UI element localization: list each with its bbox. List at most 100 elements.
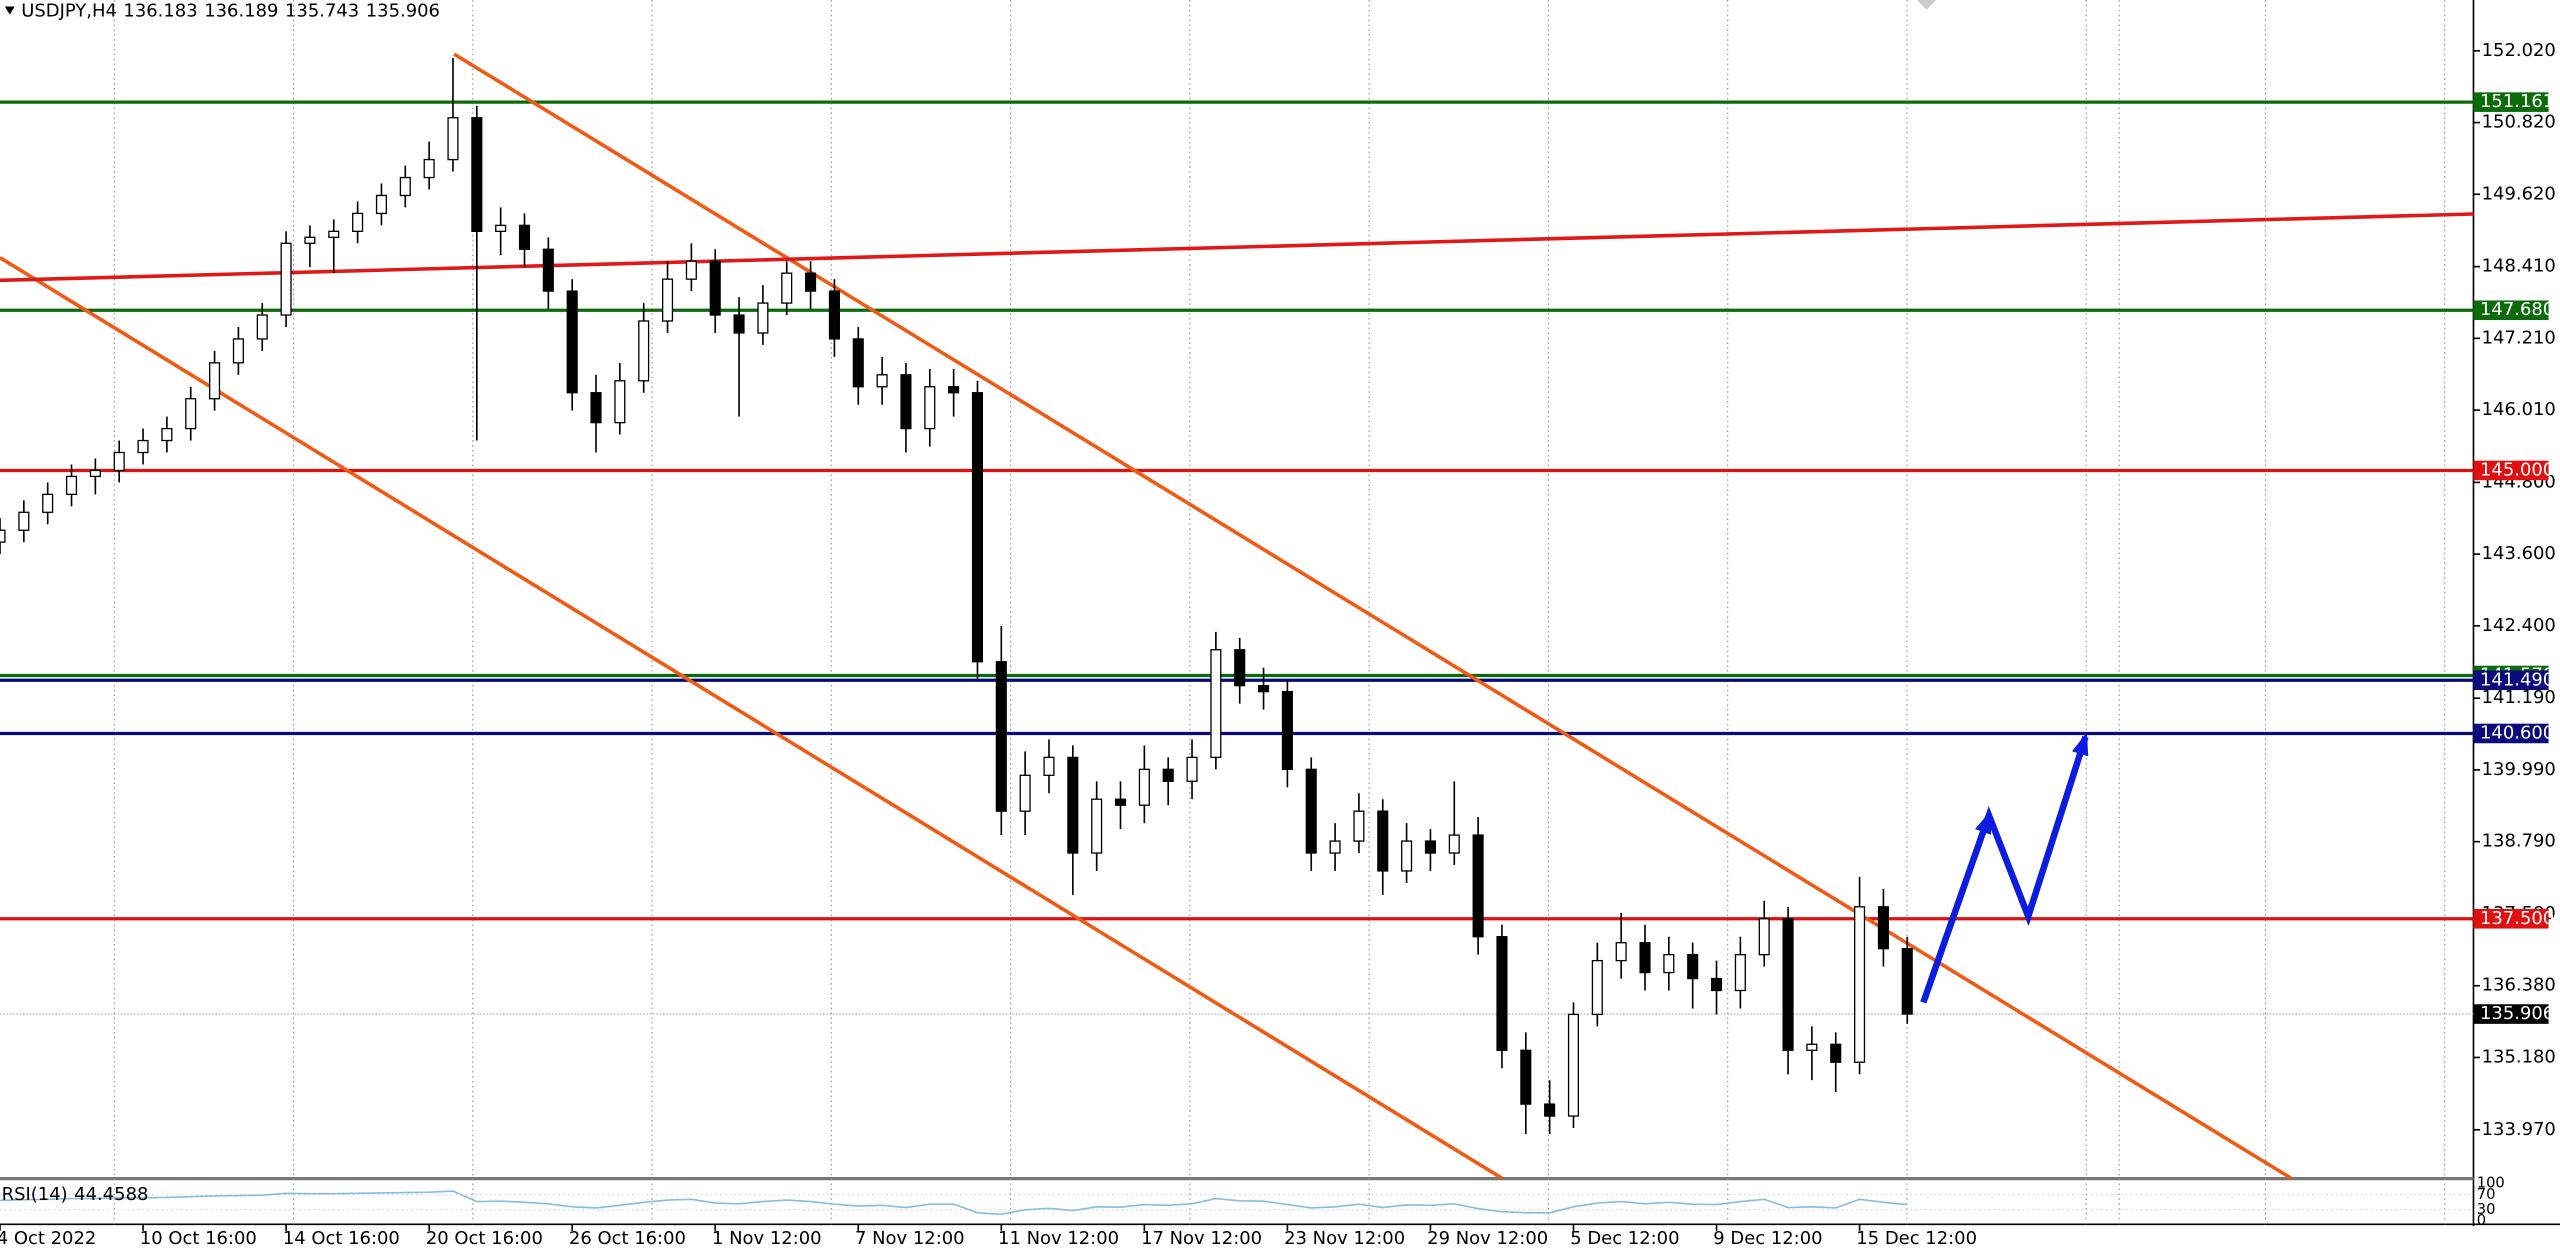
candle-body (185, 398, 197, 430)
y-tick-label: 149.620 (2482, 183, 2556, 204)
candle-body (566, 290, 578, 394)
rsi-tick-label: 100 (2477, 1175, 2505, 1192)
rsi-label: RSI(14) (2, 1184, 68, 1205)
candle-body (352, 212, 364, 232)
x-tick-label: 4 Oct 2022 (0, 1228, 96, 1249)
candle-body (948, 386, 960, 394)
level-label-box (2473, 300, 2549, 321)
level-label: 145.000 (2480, 459, 2554, 480)
level-label-box (2473, 908, 2549, 929)
candle-body (542, 248, 554, 292)
y-tick-label: 152.020 (2482, 40, 2556, 61)
candle-body (280, 242, 292, 316)
candle-body (1591, 959, 1603, 1016)
y-tick-label: 142.400 (2482, 615, 2556, 636)
rsi-header: RSI(14) 44.4588 (2, 1184, 149, 1205)
level-label-box (2473, 92, 2549, 112)
candle-body (1639, 942, 1651, 974)
candle-body (614, 380, 626, 424)
x-tick-label: 10 Oct 16:00 (140, 1228, 257, 1249)
x-tick-label: 20 Oct 16:00 (426, 1228, 543, 1249)
candle-body (304, 236, 316, 244)
trend-line (0, 256, 1503, 1180)
candle-body (1114, 798, 1127, 806)
trend-line (0, 212, 2474, 283)
candle-body (1544, 1103, 1556, 1117)
candle-body (828, 290, 840, 340)
ohlc-value: 135.906 (366, 0, 440, 21)
ohlc-value: 135.743 (285, 0, 359, 21)
candle-body (1448, 834, 1460, 854)
candle-body (924, 386, 936, 430)
candle-body (1210, 649, 1222, 759)
level-label: 140.600 (2480, 722, 2554, 743)
level-label: 137.500 (2480, 908, 2554, 929)
candle-body (685, 260, 697, 280)
x-tick-label: 7 Nov 12:00 (855, 1228, 965, 1249)
candle-body (1758, 918, 1770, 956)
x-tick-label: 9 Dec 12:00 (1713, 1228, 1822, 1249)
y-tick-label: 147.210 (2482, 327, 2556, 348)
candle-body (1019, 774, 1031, 812)
y-tick-label: 136.380 (2482, 975, 2556, 996)
candle-body (1782, 918, 1794, 1051)
x-tick-label: 11 Nov 12:00 (998, 1228, 1119, 1249)
y-tick-label: 141.190 (2482, 687, 2556, 708)
candle-body (161, 427, 173, 442)
rsi-tick-label: 0 (2477, 1212, 2486, 1229)
candle-body (1424, 840, 1436, 854)
symbol: USDJPY,H4 (21, 0, 117, 21)
candle-body (1067, 756, 1079, 854)
x-tick-label: 23 Nov 12:00 (1284, 1228, 1405, 1249)
x-tick-label: 29 Nov 12:00 (1427, 1228, 1548, 1249)
candle-body (89, 469, 101, 478)
level-label: 151.161 (2480, 91, 2554, 112)
candle-body (232, 338, 244, 364)
candle-body (0, 529, 6, 543)
candle-body (590, 392, 602, 424)
ohlc-value: 136.189 (204, 0, 278, 21)
candle-body (1901, 948, 1913, 1015)
candle-body (781, 272, 793, 304)
candle-body (1353, 810, 1365, 842)
candle-body (805, 272, 817, 292)
candle-body (1043, 756, 1055, 776)
candle-body (1091, 798, 1103, 854)
candle-body (137, 439, 149, 454)
candle-body (1305, 768, 1317, 854)
candle-body (328, 230, 340, 238)
candle-body (1138, 768, 1150, 806)
candle-body (1329, 840, 1341, 854)
candle-body (1877, 906, 1889, 950)
last-price-box (2473, 1004, 2549, 1024)
level-label: 141.490 (2480, 669, 2554, 690)
candle-body (995, 661, 1007, 812)
candle-body (709, 260, 721, 316)
candle-body (447, 117, 459, 161)
candle-body (1854, 906, 1866, 1063)
candle-body (1186, 756, 1198, 782)
menu-arrow[interactable] (4, 6, 15, 15)
candle-body (65, 475, 78, 496)
candle-body (113, 451, 125, 472)
last-price-label: 135.906 (2480, 1003, 2554, 1024)
candle-body (1472, 834, 1484, 938)
candle-body (399, 176, 411, 197)
candle-body (1830, 1043, 1842, 1063)
candle-body (1258, 684, 1270, 693)
y-tick-label: 139.990 (2482, 759, 2556, 780)
candle-body (733, 314, 745, 334)
candle-body (256, 314, 268, 340)
x-tick-label: 17 Nov 12:00 (1141, 1228, 1262, 1249)
candle-body (518, 224, 531, 250)
candle-body (1806, 1043, 1818, 1051)
candle-body (375, 194, 388, 215)
candle-body (1663, 953, 1675, 974)
rsi-tick-label: 30 (2477, 1201, 2496, 1218)
candle-body (423, 158, 435, 179)
candle-body (495, 224, 507, 232)
x-tick-label: 15 Dec 12:00 (1856, 1228, 1977, 1249)
rsi-value: 44.4588 (74, 1184, 148, 1205)
